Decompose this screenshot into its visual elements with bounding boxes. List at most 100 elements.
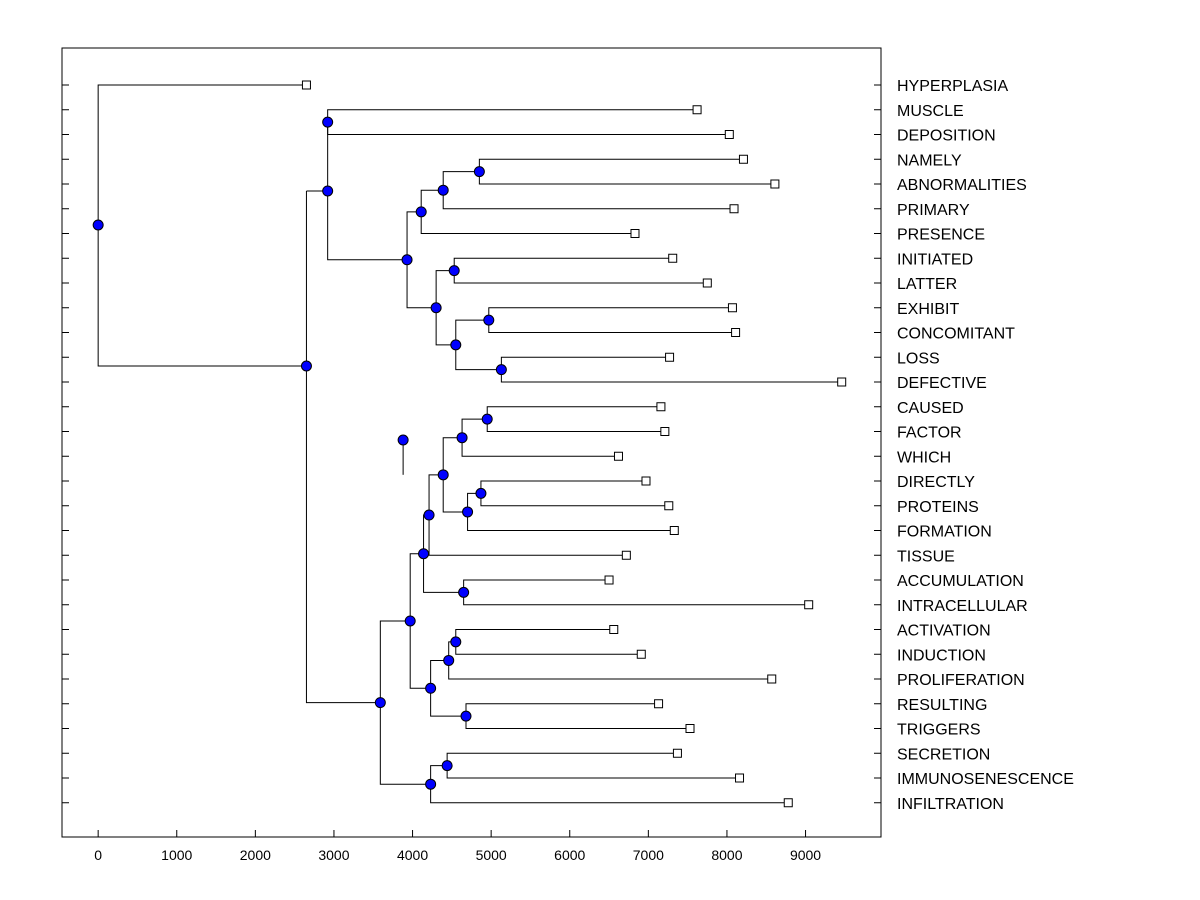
branch-n-tissue-accum (409, 553, 424, 621)
branch-lines (97, 84, 842, 804)
leaf-marker-factor (660, 427, 670, 436)
branch-n-middle-top (379, 620, 411, 703)
leaf-marker-induction (636, 649, 646, 659)
branch-exhibit (488, 307, 733, 321)
branch-n-loss-def (455, 344, 502, 371)
leaf-label-hyperplasia: HYPERPLASIA (897, 78, 1008, 95)
leaf-marker-infiltration (783, 798, 793, 808)
merge-node-markers (92, 116, 507, 790)
leaf-marker-directly (641, 476, 651, 486)
leaf-marker-tissue (621, 550, 631, 560)
branch-n-exhibit-loss (435, 307, 456, 346)
x-tick-label-2000: 2000 (240, 847, 271, 863)
branch-n-namely-abn (442, 171, 480, 191)
leaf-marker-presence (630, 229, 640, 238)
leaf-label-abnormalities: ABNORMALITIES (897, 177, 1027, 194)
leaf-marker-accumulation (604, 575, 614, 585)
branch-n-exhibit-conc (455, 319, 489, 345)
leaf-label-triggers: TRIGGERS (897, 722, 981, 739)
node-marker-n-presence (415, 206, 427, 218)
branch-factor (486, 419, 665, 432)
branch-caused (486, 406, 661, 420)
node-marker-n-which-formation (437, 469, 449, 481)
branch-n-accum-intra (423, 553, 464, 593)
node-marker-n-prolif (443, 654, 455, 666)
branch-lower (305, 190, 381, 704)
leaf-label-exhibit: EXHIBIT (897, 301, 959, 318)
node-marker-n-lower-big (374, 697, 386, 709)
branch-accumulation (463, 579, 610, 593)
branch-n-act-result (409, 620, 431, 689)
leaf-label-induction: INDUCTION (897, 647, 986, 664)
branch-intracellular (463, 592, 809, 606)
x-tick-label-9000: 9000 (790, 847, 821, 863)
node-marker-n-exhibit-conc (483, 314, 495, 326)
branch-n-which-formation (428, 474, 444, 516)
x-tick-label-5000: 5000 (476, 847, 507, 863)
leaf-marker-proliferation (767, 674, 777, 684)
node-marker-n-loss-def (495, 364, 507, 376)
node-marker-n-sec-imm (441, 760, 453, 772)
branch-presence (420, 211, 635, 234)
branch-abnormalities (478, 171, 775, 185)
node-marker-n-infiltration (425, 778, 437, 790)
leaf-label-formation: FORMATION (897, 524, 992, 541)
leaf-marker-initiated (668, 253, 678, 263)
node-marker-n-caused-act (397, 434, 409, 446)
leaf-label-caused: CAUSED (897, 400, 964, 417)
x-tick-label-4000: 4000 (397, 847, 428, 863)
x-tick-label-1000: 1000 (161, 847, 192, 863)
leaf-label-defective: DEFECTIVE (897, 375, 987, 392)
node-marker-n-act-result (425, 682, 437, 694)
leaf-marker-exhibit (727, 303, 737, 313)
leaf-marker-primary (729, 204, 739, 214)
x-tick-label-6000: 6000 (554, 847, 585, 863)
node-marker-n-muscle-dep (322, 116, 334, 128)
x-axis: 0 1000 2000 3000 4000 5000 6000 7000 8000 9000 (94, 830, 821, 863)
leaf-ticks (62, 84, 881, 804)
node-marker-n-initiated-exhibit (430, 302, 442, 314)
leaf-label-activation: ACTIVATION (897, 623, 991, 640)
branch-n-initiated-exhibit (406, 259, 437, 309)
branch-n-prolif (430, 659, 449, 689)
branch-n-formation (442, 474, 468, 513)
node-marker-n-namely-abn (473, 166, 485, 178)
branch-n-infiltration (379, 702, 431, 785)
node-marker-root (92, 219, 104, 231)
leaf-marker-formation (669, 526, 679, 535)
branch-n-initiated-latter (435, 270, 455, 308)
branch-secretion (446, 752, 678, 766)
leaf-marker-defective (837, 377, 847, 387)
branch-triggers (465, 716, 691, 729)
leaf-label-presence: PRESENCE (897, 227, 985, 244)
branch-formation (467, 511, 675, 531)
leaf-marker-resulting (654, 699, 664, 709)
leaf-label-directly: DIRECTLY (897, 474, 975, 491)
branch-defective (500, 369, 842, 383)
branch-n-caused-factor (461, 418, 488, 438)
node-marker-n-caused-factor (481, 413, 493, 425)
leaf-label-primary: PRIMARY (897, 202, 970, 219)
leaf-label-proteins: PROTEINS (897, 499, 979, 516)
leaf-label-muscle: MUSCLE (897, 103, 964, 120)
branch-concomitant (488, 320, 736, 333)
leaf-label-factor: FACTOR (897, 425, 962, 442)
leaf-marker-deposition (724, 130, 734, 139)
branch-tissue (428, 515, 627, 556)
node-marker-n-formation (462, 506, 474, 518)
leaf-marker-concomitant (731, 328, 741, 337)
leaf-label-infiltration: INFILTRATION (897, 796, 1004, 813)
leaf-marker-abnormalities (770, 179, 780, 189)
x-tick-label-3000: 3000 (318, 847, 349, 863)
node-marker-n-tissue-accum (418, 548, 430, 560)
node-marker-n-exhibit-loss (450, 339, 462, 351)
leaf-marker-caused (656, 402, 666, 412)
node-marker-n-upper (322, 185, 334, 197)
leaf-label-immunosenescence: IMMUNOSENESCENCE (897, 771, 1074, 788)
leaf-label-intracellular: INTRACELLULAR (897, 598, 1028, 615)
leaf-marker-muscle (692, 105, 702, 115)
node-marker-n-which (456, 432, 468, 444)
leaf-label-secretion: SECRETION (897, 746, 990, 763)
branch-which (461, 437, 619, 457)
leaf-marker-triggers (685, 724, 695, 733)
